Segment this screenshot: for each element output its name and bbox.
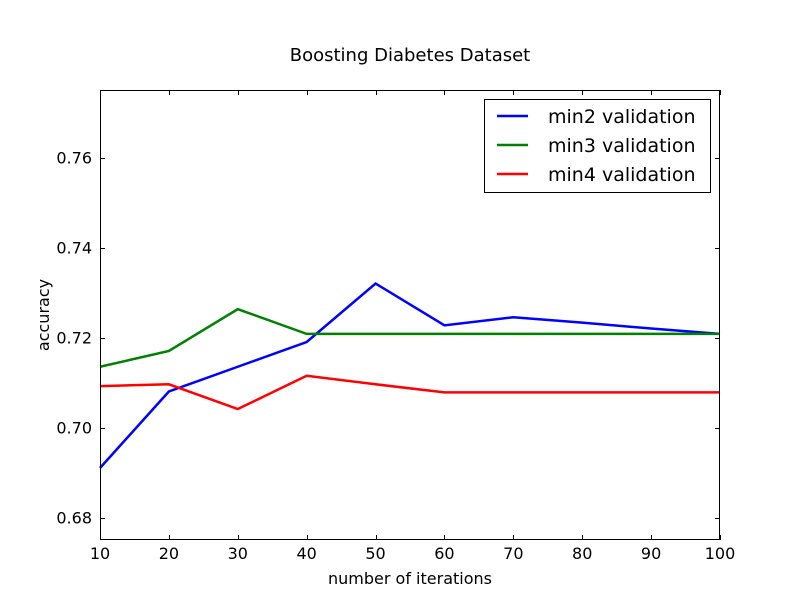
- legend: min2 validation min3 validation min4 valid…: [484, 99, 711, 193]
- legend-label-min2-validation: min2 validation: [548, 106, 696, 128]
- tick-layer: 10 20 30 40 50 60 70 80 90 100 0.68 0.70 0.72 0.74 0.7…: [56, 90, 735, 563]
- x-tick-label: 100: [705, 544, 736, 563]
- x-tick-label: 80: [572, 544, 592, 563]
- x-tick-label: 30: [228, 544, 248, 563]
- x-tick-label: 70: [503, 544, 523, 563]
- legend-label-min3-validation: min3 validation: [548, 135, 696, 157]
- y-tick-label: 0.68: [56, 509, 92, 528]
- series-line-min2-validation: [99, 281, 721, 469]
- chart-title: Boosting Diabetes Dataset: [290, 45, 530, 66]
- x-tick-label: 40: [296, 544, 316, 563]
- plot-area: 10 20 30 40 50 60 70 80 90 100 0.68 0.70 0.72 0.74 0.7…: [56, 90, 735, 563]
- legend-label-min4-validation: min4 validation: [548, 164, 696, 186]
- legend-items: min2 validation min3 validation min4 valid…: [497, 106, 696, 186]
- series-layer: [99, 281, 721, 469]
- plot-frame: [100, 90, 720, 540]
- series-line-min3-validation: [99, 307, 720, 368]
- y-tick-label: 0.76: [56, 149, 92, 168]
- y-tick-label: 0.70: [56, 419, 92, 438]
- series-line-min4-validation: [99, 374, 720, 411]
- x-tick-label: 60: [434, 544, 454, 563]
- x-tick-label: 50: [365, 544, 385, 563]
- x-axis-label: number of iterations: [328, 569, 492, 588]
- y-tick-label: 0.74: [56, 239, 92, 258]
- y-axis-label: accuracy: [34, 279, 53, 351]
- y-tick-label: 0.72: [56, 329, 92, 348]
- x-tick-label: 20: [159, 544, 179, 563]
- x-tick-label: 10: [90, 544, 110, 563]
- x-tick-label: 90: [641, 544, 661, 563]
